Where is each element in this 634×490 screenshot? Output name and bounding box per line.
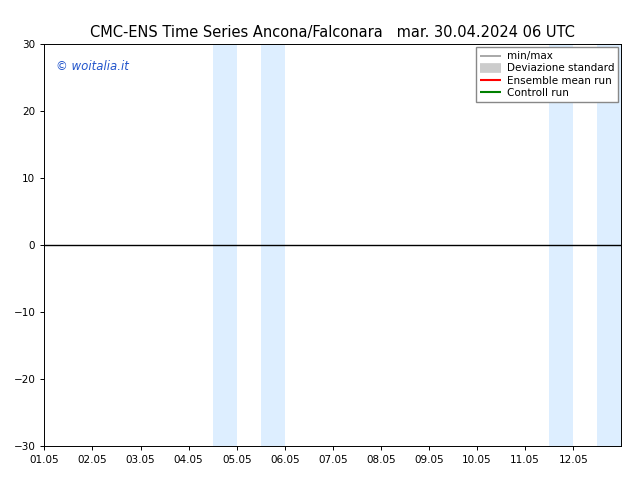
Bar xyxy=(261,44,285,446)
Bar xyxy=(212,44,236,446)
Text: © woitalia.it: © woitalia.it xyxy=(56,60,129,73)
Legend: min/max, Deviazione standard, Ensemble mean run, Controll run: min/max, Deviazione standard, Ensemble m… xyxy=(476,47,618,102)
Bar xyxy=(597,44,621,446)
Title: CMC-ENS Time Series Ancona/Falconara   mar. 30.04.2024 06 UTC: CMC-ENS Time Series Ancona/Falconara mar… xyxy=(91,25,575,40)
Bar xyxy=(549,44,573,446)
